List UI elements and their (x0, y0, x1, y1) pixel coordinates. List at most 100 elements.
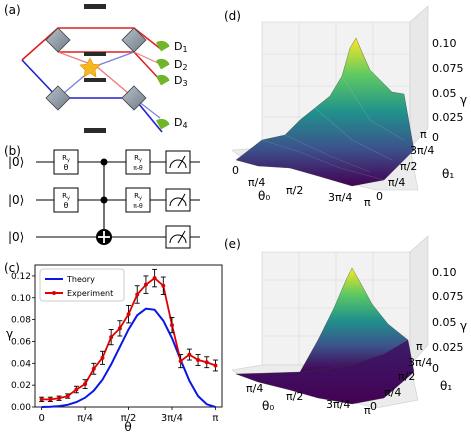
detector-d2-icon (156, 58, 170, 70)
y-tick-label: π (416, 340, 423, 353)
data-point-experiment (57, 396, 62, 401)
data-point-experiment (126, 312, 131, 317)
panel-d-label: (d) (224, 9, 241, 23)
series-layer (39, 268, 218, 408)
panel-b: (b) |0⟩ |0⟩ |0⟩ Ry θ Ry θ (4, 144, 200, 249)
surface-mesh (261, 75, 405, 181)
x-tick-label: π (364, 196, 371, 209)
ket-label-2: |0⟩ (8, 193, 24, 207)
panel-e-label: (e) (224, 237, 241, 251)
z-ticks: 0.10 0.075 0.05 0.025 0 (432, 37, 464, 144)
detectors (156, 40, 170, 130)
y-tick-label: 3π/4 (410, 144, 434, 157)
gate-ry-1: Ry θ (53, 149, 79, 175)
y-tick-label: 0 (370, 400, 377, 413)
y-axis-label: θ₁ (442, 167, 454, 181)
x-axis-label: θ (124, 420, 131, 433)
ket-label-1: |0⟩ (8, 155, 24, 169)
z-tick-label: 0.075 (432, 62, 464, 75)
z-axis-label: γ (460, 93, 467, 107)
z-ticks: 0.10 0.075 0.05 0.025 0 (432, 266, 464, 375)
mirror-bottom (84, 128, 106, 133)
y-tick-label: 0.12 (11, 272, 31, 282)
data-point-experiment (74, 387, 79, 392)
svg-text:Ry: Ry (134, 154, 142, 164)
panel-e: (e) 0.10 0.075 0.05 0.025 0 γ π/4 π/2 3π… (224, 235, 467, 417)
z-tick-label: 0.05 (432, 87, 457, 100)
detector-d3-icon (156, 74, 170, 86)
y-tick-label: π/4 (388, 176, 405, 189)
x-axis-label: θ₀ (262, 399, 274, 413)
gate-ry-3: Ry π-θ (125, 149, 151, 175)
z-tick-label: 0.05 (432, 316, 457, 329)
detector-label-4: D4 (174, 116, 188, 130)
data-point-experiment (187, 352, 192, 357)
svg-text:θ: θ (64, 201, 69, 210)
mirror-top (84, 4, 106, 9)
data-point-experiment (143, 282, 148, 287)
gate-ry-4: Ry π-θ (125, 187, 151, 213)
data-point-experiment (100, 355, 105, 360)
measurement-icon (165, 150, 191, 174)
y-tick-label: 3π/4 (408, 356, 432, 369)
svg-text:Ry: Ry (62, 154, 70, 164)
detector-label-2: D2 (174, 58, 188, 72)
x-tick-label: 3π/4 (328, 191, 352, 204)
y-tick-label: 0.08 (11, 316, 31, 326)
svg-text:π-θ: π-θ (133, 165, 143, 172)
y-tick-label: π (420, 128, 427, 141)
y-ticks: 0.00 0.02 0.04 0.06 0.08 0.10 0.12 (11, 272, 35, 413)
data-point-experiment (109, 335, 114, 340)
beam-splitter (121, 85, 147, 111)
measurement-icon (165, 225, 191, 249)
data-point-experiment (196, 358, 201, 363)
mirror-center-lower (84, 78, 106, 82)
measurement-icon (165, 188, 191, 212)
x-tick-label: π (212, 413, 218, 424)
gate-ry-2: Ry θ (53, 187, 79, 213)
svg-text:π-θ: π-θ (133, 203, 143, 210)
y-ticks: 0 π/4 π/2 3π/4 π (370, 340, 432, 413)
x-tick-label: π/4 (246, 382, 263, 395)
control-dot (100, 196, 108, 204)
data-point-experiment (152, 276, 157, 281)
y-tick-label: 0.02 (11, 381, 31, 391)
y-tick-label: 0 (376, 190, 383, 203)
y-ticks: 0 π/4 π/2 3π/4 π (376, 128, 434, 203)
y-axis-label: γ (6, 327, 13, 341)
panel-c: (c) 0.00 0.02 0.04 0.06 0.08 0.10 0.12 0 π/4 π/2… (4, 261, 223, 433)
ket-labels: |0⟩ |0⟩ |0⟩ (8, 155, 24, 244)
y-tick-label: π/4 (384, 386, 401, 399)
toffoli-target-icon (96, 229, 112, 245)
beam-splitter (45, 27, 71, 53)
x-tick-label: 3π/4 (326, 398, 350, 411)
y-tick-label: π/2 (400, 160, 417, 173)
x-ticks: π/4 π/2 3π/4 π (246, 382, 371, 417)
data-point-experiment (91, 366, 96, 371)
x-tick-label: π (364, 404, 371, 417)
data-point-experiment (213, 363, 218, 368)
z-axis-label: γ (460, 319, 467, 333)
beam-splitter (45, 85, 71, 111)
beam-splitters (45, 27, 147, 111)
y-tick-label: 0.06 (11, 337, 31, 347)
side-pane (409, 5, 429, 149)
side-pane (409, 235, 429, 366)
ket-label-3: |0⟩ (8, 230, 24, 244)
y-tick-label: 0.10 (11, 294, 31, 304)
y-tick-label: π/2 (398, 370, 415, 383)
data-point-experiment (178, 359, 183, 364)
z-tick-label: 0 (432, 131, 439, 144)
data-point-experiment (204, 360, 209, 365)
x-tick-label: π/2 (286, 390, 303, 403)
z-tick-label: 0 (432, 362, 439, 375)
data-point-experiment (117, 326, 122, 331)
y-axis-label: θ₁ (440, 379, 452, 393)
legend-label-theory: Theory (66, 275, 95, 284)
control-dot (100, 158, 108, 166)
panel-a: (a) (4, 3, 188, 133)
surface-theory (299, 267, 409, 373)
panel-d: (d) 0.10 0.075 0.05 0.025 0 γ 0 π/4 π/2 … (224, 5, 467, 209)
x-tick-label: 0 (38, 413, 44, 424)
panel-c-label: (c) (4, 261, 20, 275)
